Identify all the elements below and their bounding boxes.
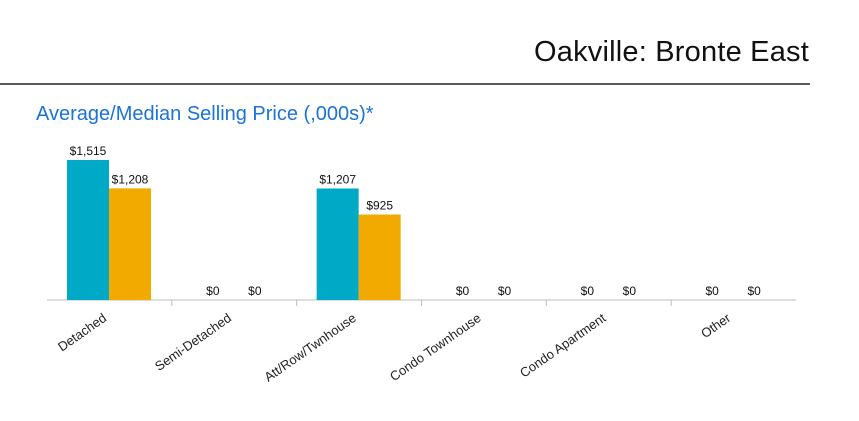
category-label: Other (698, 310, 734, 341)
header-divider (0, 83, 810, 85)
data-label-median: $925 (366, 199, 393, 213)
data-label-median: $0 (248, 284, 262, 298)
data-label-median: $0 (498, 284, 512, 298)
data-label-median: $0 (623, 284, 637, 298)
bar-average-att-row-twnhouse (316, 188, 359, 300)
data-label-average: $0 (206, 284, 220, 298)
data-label-median: $1,208 (112, 172, 149, 186)
bar-average-detached (67, 160, 109, 300)
category-label: Detached (55, 310, 109, 354)
page-title: Oakville: Bronte East (534, 36, 809, 68)
data-label-median: $0 (747, 284, 761, 298)
category-label: Semi-Detached (152, 310, 234, 374)
bar-median-att-row-twnhouse (358, 214, 401, 300)
bar-median-detached (109, 188, 151, 300)
data-label-average: $0 (705, 284, 719, 298)
category-label: Att/Row/Twnhouse (261, 310, 358, 384)
data-label-average: $0 (581, 284, 595, 298)
data-label-average: $1,207 (319, 172, 356, 186)
data-label-average: $0 (456, 284, 470, 298)
category-label: Condo Apartment (517, 310, 609, 381)
category-label: Condo Townhouse (387, 310, 484, 384)
chart-title: Average/Median Selling Price (,000s)* (36, 103, 374, 125)
data-label-average: $1,515 (70, 144, 107, 158)
